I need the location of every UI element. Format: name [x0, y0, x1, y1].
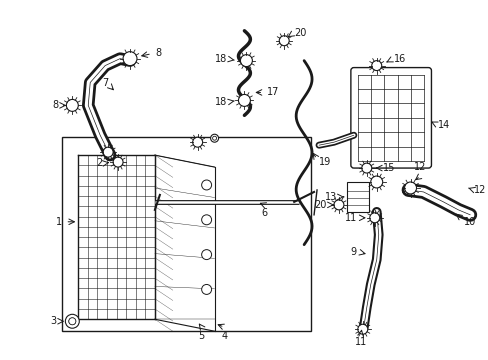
Text: 16: 16 [393, 54, 405, 64]
Circle shape [212, 136, 216, 140]
Circle shape [103, 147, 113, 157]
Circle shape [192, 137, 202, 147]
Circle shape [404, 182, 416, 194]
Text: 6: 6 [261, 208, 267, 218]
Text: 14: 14 [438, 120, 450, 130]
Text: 3: 3 [50, 316, 56, 326]
Circle shape [279, 36, 288, 46]
Text: 2: 2 [96, 158, 102, 168]
Bar [346, 182, 368, 212]
Circle shape [69, 318, 76, 325]
Bar [62, 137, 310, 331]
Text: 9: 9 [350, 247, 356, 257]
Text: 5: 5 [198, 331, 204, 341]
Circle shape [123, 52, 137, 66]
Circle shape [210, 134, 218, 142]
Circle shape [238, 94, 250, 107]
Circle shape [369, 213, 379, 223]
Text: 20: 20 [314, 200, 326, 210]
Circle shape [201, 180, 211, 190]
Text: 13: 13 [324, 192, 336, 202]
Circle shape [333, 200, 343, 210]
Circle shape [65, 314, 79, 328]
Text: 4: 4 [221, 331, 227, 341]
Text: 11: 11 [344, 213, 356, 223]
Circle shape [69, 318, 76, 325]
Text: 20: 20 [294, 28, 306, 38]
Text: 11: 11 [354, 337, 366, 347]
Circle shape [66, 99, 78, 111]
Text: 8: 8 [155, 48, 161, 58]
Circle shape [357, 324, 367, 334]
Text: 18: 18 [215, 54, 227, 64]
FancyBboxPatch shape [350, 68, 430, 168]
Text: 19: 19 [318, 157, 330, 167]
Circle shape [370, 176, 382, 188]
Circle shape [113, 157, 123, 167]
Text: 12: 12 [473, 185, 486, 195]
Text: 18: 18 [215, 98, 227, 107]
Circle shape [361, 163, 371, 173]
Circle shape [240, 55, 252, 67]
Text: 1: 1 [56, 217, 62, 227]
Circle shape [201, 284, 211, 294]
Text: 8: 8 [52, 100, 58, 111]
Text: 17: 17 [267, 87, 279, 98]
Text: 12: 12 [413, 162, 426, 172]
Circle shape [201, 249, 211, 260]
Text: 15: 15 [382, 163, 394, 173]
Text: 7: 7 [102, 77, 108, 87]
Text: 10: 10 [463, 217, 476, 227]
Circle shape [371, 60, 381, 71]
Circle shape [201, 215, 211, 225]
